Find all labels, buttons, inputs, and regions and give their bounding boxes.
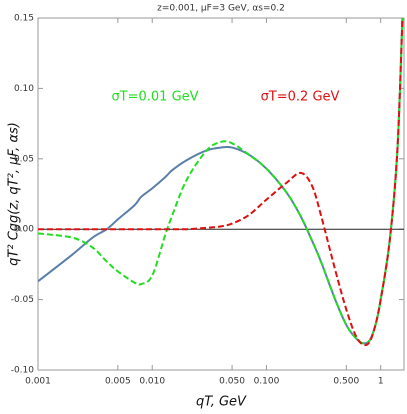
y-tick-label: -0.10 [11,366,35,376]
x-tick-label: 0.010 [139,377,165,387]
x-tick-label: 0.100 [254,377,280,387]
x-tick-label: 0.500 [333,377,359,387]
series-label: σT=0.01 GeV [111,90,198,105]
plot-frame [37,17,405,371]
series-line [38,18,404,345]
y-tick-label: 0.15 [14,14,34,24]
series-line [38,18,404,345]
series-label: σT=0.2 GeV [261,90,340,105]
y-tick-label: -0.05 [11,295,34,305]
y-axis-label: qT² Cgg(z, qT², μF, αs) [7,122,22,266]
x-tick-label: 1 [378,377,384,387]
chart-title: z=0.001, μF=3 GeV, αs=0.2 [157,4,285,14]
series-line [38,18,404,347]
x-tick-label: 0.050 [219,377,245,387]
x-tick-label: 0.005 [105,377,131,387]
x-tick-label: 0.001 [25,377,51,387]
y-tick-label: 0.10 [14,84,34,94]
x-axis-label: qT, GeV [196,395,247,410]
y-tick-label: 0.05 [14,154,34,164]
y-tick-label: 0.00 [14,225,34,235]
